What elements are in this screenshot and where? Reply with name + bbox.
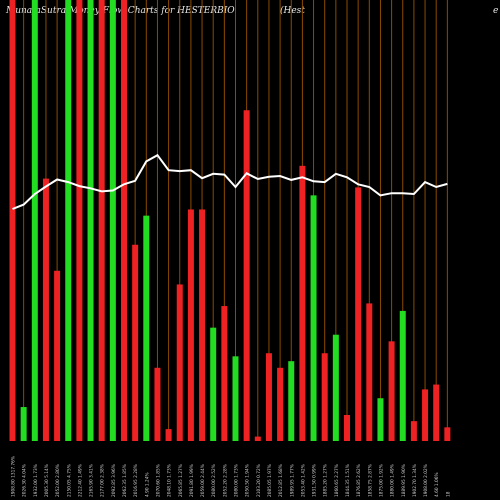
x-tick-label: 2026.30 4.04% [22, 464, 28, 497]
bar-up [87, 0, 94, 441]
x-tick-label: 2052.00 2.80% [55, 464, 61, 497]
x-tick-label: 2005.30 5.14% [44, 464, 50, 497]
bar-down [176, 284, 183, 441]
bar-down [388, 341, 395, 441]
x-tick-label: 1902.70 1.34% [412, 464, 418, 497]
bar-up [143, 215, 150, 441]
bar-down [154, 367, 161, 441]
bar-up [31, 0, 38, 441]
x-tick-label: 2092.85 3.96% [111, 464, 117, 497]
x-tick-label: 18 [445, 491, 451, 497]
bar-up [377, 398, 384, 441]
x-tick-label: 2150.05 4.75% [66, 464, 72, 497]
chart-description: Money Flow Charts for HESTERBIO [69, 6, 235, 16]
x-tick-label: 4.90 1.24% [144, 472, 150, 497]
bar-down [277, 367, 284, 441]
x-tick-label: 1989.95 1.77% [289, 464, 295, 497]
x-tick-label: 1880.00 1.49% [390, 464, 396, 497]
bar-up [288, 361, 295, 441]
x-tick-label: 1876.85 2.62% [356, 464, 362, 497]
x-tick-label: 2080.00 2.52% [211, 464, 217, 497]
bar-down [221, 306, 228, 441]
bar-down [299, 165, 306, 442]
bar-down [366, 303, 373, 441]
bar-down [254, 436, 261, 441]
bar-up [65, 0, 72, 441]
bar-up [399, 310, 406, 441]
bar-down [132, 244, 139, 441]
bar-down [265, 353, 272, 441]
title-tail: e [493, 6, 499, 16]
x-tick-label: 1932.00 1.73% [33, 464, 39, 497]
flow-line [12, 153, 448, 210]
x-tick-label: 2177.00 2.38% [100, 464, 106, 497]
x-tick-label: 2070.60 1.85% [155, 464, 161, 497]
x-tick-label: 1844.35 1.51% [345, 464, 351, 497]
bar-down [410, 421, 417, 441]
x-tick-label: 2052.20 2.28% [222, 464, 228, 497]
x-tick-label: 2048.10 1.73% [167, 464, 173, 497]
bar-down [355, 187, 362, 441]
bar-down [187, 209, 194, 441]
x-tick-label: 1858.75 2.87% [367, 464, 373, 497]
x-tick-label: 1875.00 1.92% [378, 464, 384, 497]
x-tick-label: 2053.40 1.42% [300, 464, 306, 497]
x-tick-label: 1860.65 2.27% [334, 464, 340, 497]
bar-down [422, 389, 429, 441]
x-tick-label: 2012.85 1.68% [278, 464, 284, 497]
x-tick-label: 1908.80 1317.76% [11, 456, 17, 497]
bar-up [20, 407, 27, 441]
x-tick-label: 2016.95 2.28% [133, 464, 139, 497]
x-tick-label: 4.60 1.06% [434, 472, 440, 497]
x-tick-label: 2050.50 1.94% [245, 464, 251, 497]
x-tick-label: 2080.00 1.73% [234, 464, 240, 497]
x-tick-label: 2065.85 1.27% [178, 464, 184, 497]
x-tick-label: 1885.20 1.27% [323, 464, 329, 497]
bar-down [243, 110, 250, 441]
bar-up [109, 0, 116, 441]
bar-up [310, 195, 317, 441]
bar-up [210, 327, 217, 441]
bar-down [433, 384, 440, 441]
x-tick-label: 1889.95 1.90% [401, 464, 407, 497]
bar-up [232, 356, 239, 441]
bar-down [54, 270, 61, 441]
bar-down [165, 429, 172, 441]
bar-up [332, 334, 339, 441]
x-tick-label: 2091.80 1.99% [189, 464, 195, 497]
x-tick-label: 1931.50 0.99% [312, 464, 318, 497]
bar-down [9, 0, 16, 441]
bar-down [121, 0, 127, 441]
x-tick-label: 2059.00 2.44% [200, 464, 206, 497]
x-tick-label: 2103.20 0.72% [256, 464, 262, 497]
bar-down [444, 427, 451, 441]
company-name: (Hest [280, 6, 305, 16]
bar-down [98, 0, 105, 441]
x-tick-label: 2212.40 1.49% [77, 464, 83, 497]
bar-down [321, 353, 328, 441]
bar-down [76, 0, 83, 441]
bar-down [42, 178, 49, 442]
x-tick-label: 2062.35 1.85% [122, 464, 128, 497]
bar-down [344, 414, 350, 441]
x-tick-label: 1908.00 2.02% [423, 464, 429, 497]
x-tick-label: 2085.05 1.97% [267, 464, 273, 497]
x-tick-label: 2165.90 3.41% [89, 464, 95, 497]
bar-down [199, 209, 206, 441]
